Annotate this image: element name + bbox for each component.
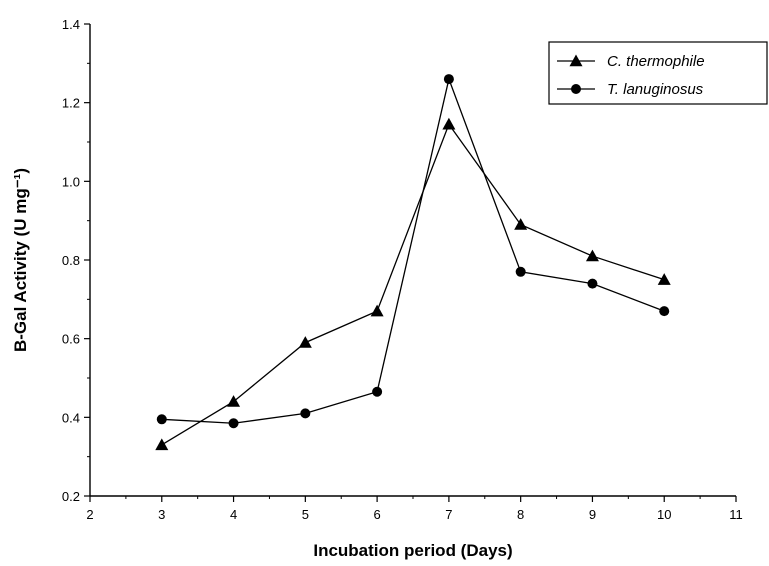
data-point-c-thermophile — [155, 438, 169, 451]
x-tick-label: 3 — [158, 507, 165, 522]
y-tick-label: 0.8 — [62, 253, 80, 268]
ticks: 2 3 4 5 6 7 8 9 10 11 0.2 0.4 0.6 0.8 1.0 1.2 1.4 — [62, 17, 743, 522]
y-tick-label: 0.2 — [62, 489, 80, 504]
y-tick-label: 0.6 — [62, 332, 80, 347]
x-tick-label: 10 — [657, 507, 671, 522]
data-point-t-lanuginosus — [659, 306, 670, 317]
data-point-t-lanuginosus — [587, 278, 598, 289]
data-point-c-thermophile — [370, 304, 384, 317]
data-point-c-thermophile — [657, 273, 671, 285]
y-tick-label: 1.4 — [62, 17, 80, 32]
x-tick-label: 9 — [589, 507, 596, 522]
x-tick-label: 2 — [86, 507, 93, 522]
x-tick-label: 4 — [230, 507, 237, 522]
legend: C. thermophile T. lanuginosus — [548, 41, 768, 105]
y-tick-label: 1.0 — [62, 174, 80, 189]
data-point-t-lanuginosus — [443, 74, 454, 85]
legend-box — [548, 41, 768, 105]
x-tick-label: 8 — [517, 507, 524, 522]
series-line-c-thermophile — [161, 122, 665, 446]
legend-marker — [569, 54, 583, 67]
x-tick-label: 7 — [445, 507, 452, 522]
x-tick-label: 11 — [729, 507, 743, 522]
data-point-t-lanuginosus — [300, 408, 311, 419]
x-tick-label: 5 — [302, 507, 309, 522]
data-point-c-thermophile — [442, 117, 456, 130]
data-point-t-lanuginosus — [228, 418, 239, 429]
legend-label: C. thermophile — [607, 53, 705, 70]
x-axis-title: Incubation period (Days) — [313, 541, 512, 560]
x-tick-label: 6 — [373, 507, 380, 522]
series-line-t-lanuginosus — [161, 76, 665, 424]
data-point-c-thermophile — [298, 336, 312, 348]
series-layer — [155, 74, 671, 451]
legend-label: T. lanuginosus — [607, 81, 704, 98]
data-point-c-thermophile — [514, 218, 528, 230]
data-point-t-lanuginosus — [156, 414, 167, 425]
data-point-t-lanuginosus — [372, 386, 383, 397]
data-point-c-thermophile — [227, 395, 241, 407]
y-tick-label: 0.4 — [62, 410, 80, 425]
y-axis-title: B-Gal Activity (U mg⁻¹) — [11, 168, 30, 352]
legend-marker — [571, 84, 581, 94]
data-point-c-thermophile — [585, 249, 599, 262]
y-tick-label: 1.2 — [62, 96, 80, 111]
data-point-t-lanuginosus — [515, 266, 526, 277]
